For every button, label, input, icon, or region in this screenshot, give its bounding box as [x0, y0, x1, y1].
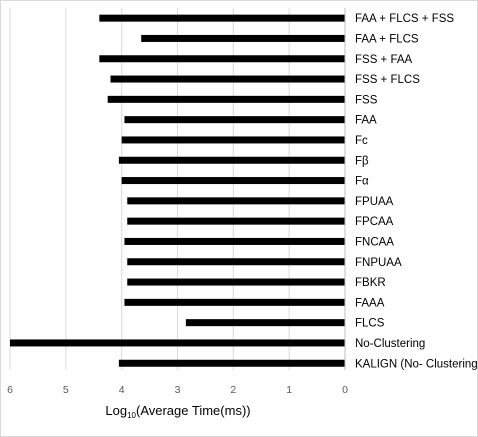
tick-label: 5 [63, 384, 69, 396]
bar [127, 258, 345, 266]
category-label: FAA + FLCS [355, 33, 419, 45]
x-axis-title-subscript: 10 [127, 411, 136, 420]
gridlines [9, 8, 290, 370]
category-label: FLCS [355, 318, 385, 330]
category-label: Fc [355, 135, 368, 147]
tick-label: 6 [7, 384, 13, 396]
bar [110, 75, 345, 83]
bar [127, 278, 345, 286]
bar [118, 156, 345, 164]
bar [124, 298, 345, 306]
bars [10, 14, 346, 367]
category-label: Fβ [355, 155, 369, 167]
bar [141, 34, 345, 42]
bar [121, 177, 346, 185]
category-label: FSS + FLCS [355, 74, 420, 86]
category-label: FSS + FAA [355, 54, 413, 66]
category-labels: FAA + FLCS + FSS FAA + FLCS FSS + FAA FSS +… [355, 13, 478, 370]
category-label: FNCAA [355, 236, 394, 248]
tick-label: 2 [230, 384, 236, 396]
x-axis-title: Log10(Average Time(ms)) [105, 403, 250, 420]
tick-label: 1 [286, 384, 292, 396]
category-label: FPCAA [355, 216, 394, 228]
category-label: FSS [355, 94, 378, 106]
tick-labels: 6 5 4 3 2 1 0 [7, 384, 348, 396]
category-label: Fα [355, 176, 369, 188]
category-label: FBKR [355, 277, 386, 289]
bar [121, 136, 346, 144]
category-label: FPUAA [355, 196, 394, 208]
tick-label: 0 [342, 384, 348, 396]
x-axis-title-main: Log [105, 403, 127, 418]
bar [185, 319, 345, 327]
bar [127, 217, 345, 225]
category-label: KALIGN (No- Clustering) [355, 358, 478, 370]
category-label: FAA + FLCS + FSS [355, 13, 454, 25]
category-label: FAA [355, 115, 377, 127]
tick-label: 4 [119, 384, 125, 396]
bar [107, 95, 345, 103]
category-label: FNPUAA [355, 257, 402, 269]
x-axis-title-rest: (Average Time(ms)) [136, 403, 251, 418]
category-label: FAAA [355, 297, 385, 309]
category-label: No-Clustering [355, 338, 425, 350]
bar [124, 237, 345, 245]
bar [127, 197, 345, 205]
bar [10, 339, 345, 347]
bar [99, 55, 345, 63]
bar [118, 359, 345, 367]
bar [124, 116, 345, 124]
tick-label: 3 [175, 384, 181, 396]
bar [99, 14, 345, 22]
